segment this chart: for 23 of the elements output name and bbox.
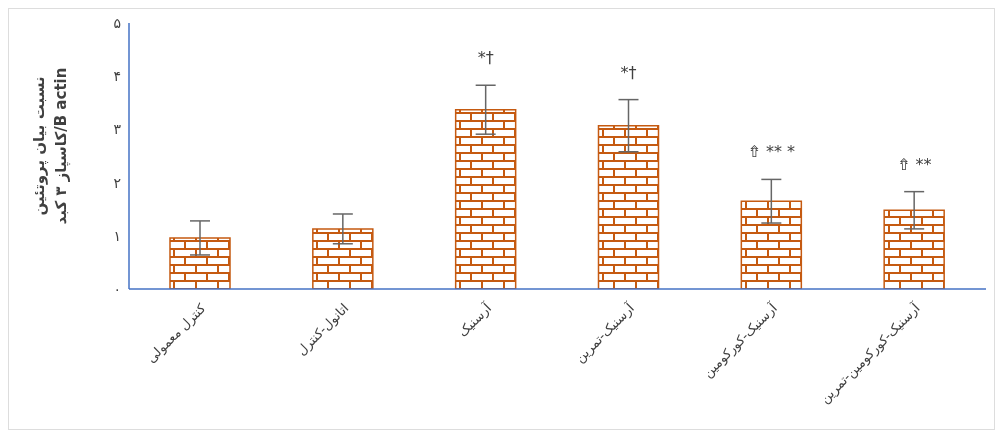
y-tick-label: ۳ [113,121,122,138]
y-tick-label: ۱ [113,227,121,244]
data-label: *† [477,48,494,68]
bar [740,200,803,289]
bar [454,108,517,289]
y-tick-label: ۲ [113,174,121,191]
y-tick-label: ۵ [113,14,121,31]
x-tick-label: آرسنیک [454,298,496,341]
x-tick-label: آرسنیک-تمرین [571,298,639,367]
y-tick-label: ۴ [113,68,121,85]
bar [883,209,945,289]
x-tick-label: کنترل معمولی [143,299,210,367]
y-tick-label: ۰ [113,280,121,297]
bar [597,124,660,289]
bar [169,237,231,289]
bar [312,228,374,289]
data-label: ⇮ ** [896,154,932,174]
data-label: *† [620,62,637,82]
x-tick-label: اتانول-کنترل [293,300,353,359]
data-label: ⇮ ** * [747,142,796,162]
y-axis-title: نسبت بیان پروتئین کاسپاز ۳ کبد/B actin [30,67,71,225]
x-tick-label: آرسنیک-کورکومین-تمرین [816,298,925,407]
x-tick-label: آرسنیک-کورکومین [699,298,782,381]
